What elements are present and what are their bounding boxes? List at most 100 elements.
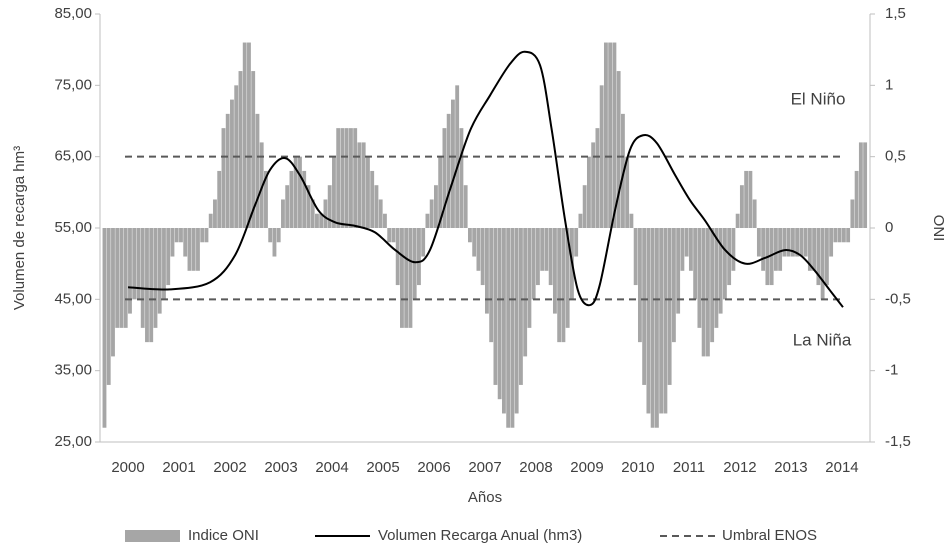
- x-tick-label: 2007: [468, 459, 501, 476]
- bar: [540, 228, 545, 271]
- bar: [586, 156, 591, 228]
- bar: [412, 228, 417, 300]
- bar: [748, 170, 753, 228]
- bar: [506, 228, 511, 428]
- bar: [833, 228, 838, 243]
- bar: [837, 228, 842, 243]
- bar: [378, 199, 383, 228]
- bar: [561, 228, 566, 343]
- bar: [697, 228, 702, 328]
- bar: [773, 228, 778, 271]
- bar: [790, 228, 795, 257]
- bar: [858, 142, 863, 228]
- y-tick-label: 65,00: [54, 148, 92, 165]
- bar: [349, 128, 353, 228]
- y-tick-label: 45,00: [54, 290, 92, 307]
- bar: [718, 228, 723, 314]
- bar: [722, 228, 727, 300]
- x-tick-label: 2009: [570, 459, 603, 476]
- x-tick-label: 2011: [673, 459, 705, 476]
- x-tick-label: 2014: [825, 459, 858, 476]
- x-tick-label: 2000: [111, 459, 144, 476]
- bar: [782, 228, 787, 257]
- bar: [778, 228, 783, 271]
- bar: [221, 128, 226, 228]
- bar: [667, 228, 672, 385]
- bar: [705, 228, 710, 357]
- x-tick-label: 2012: [723, 459, 756, 476]
- bar: [425, 213, 430, 228]
- x-tick-label: 2002: [213, 459, 246, 476]
- bar: [599, 85, 604, 228]
- bar: [578, 213, 583, 228]
- bar: [213, 199, 217, 228]
- bar: [281, 199, 285, 228]
- bar: [854, 170, 859, 228]
- bar: [179, 228, 183, 243]
- y-tick-label: 35,00: [54, 362, 92, 379]
- bar: [111, 228, 115, 357]
- bar: [485, 228, 489, 314]
- bar: [208, 213, 213, 228]
- y2-axis-label: ONI: [930, 215, 947, 242]
- bar: [357, 142, 362, 228]
- bar: [841, 228, 846, 243]
- y2-tick-label: 1: [885, 76, 893, 93]
- bar: [136, 228, 141, 300]
- bar: [187, 228, 192, 271]
- bar: [514, 228, 519, 414]
- bar: [217, 170, 222, 228]
- bar: [102, 228, 107, 428]
- bar: [123, 228, 128, 328]
- bar: [812, 228, 817, 271]
- bar: [204, 228, 209, 243]
- y2-tick-label: 1,5: [885, 5, 906, 22]
- bar: [671, 228, 676, 343]
- bar: [408, 228, 413, 328]
- bar: [633, 228, 638, 286]
- y-tick-label: 75,00: [54, 76, 92, 93]
- bar: [353, 128, 358, 228]
- bar: [650, 228, 655, 428]
- bar: [510, 228, 515, 428]
- bar: [548, 228, 553, 286]
- x-tick-label: 2010: [621, 459, 654, 476]
- x-tick-label: 2005: [366, 459, 399, 476]
- bar: [132, 228, 137, 300]
- bar: [799, 228, 804, 257]
- bar: [370, 170, 375, 228]
- bar: [710, 228, 715, 343]
- bar: [289, 170, 294, 228]
- bar: [582, 185, 587, 228]
- bar: [395, 228, 400, 286]
- bar: [731, 228, 736, 271]
- bar: [739, 185, 744, 228]
- annotation: El Niño: [791, 89, 846, 108]
- bar: [863, 142, 868, 228]
- bar: [174, 228, 179, 243]
- bar: [735, 213, 740, 228]
- bar: [468, 228, 472, 243]
- bar: [659, 228, 664, 414]
- legend-label: Volumen Recarga Anual (hm3): [378, 527, 582, 544]
- bar: [323, 199, 328, 228]
- bar: [451, 99, 455, 228]
- bar: [680, 228, 685, 271]
- bar: [786, 228, 791, 257]
- bar: [310, 199, 315, 228]
- bar: [429, 199, 434, 228]
- bar: [259, 142, 264, 228]
- y-tick-label: 25,00: [54, 433, 92, 450]
- bar: [327, 185, 332, 228]
- bar: [603, 42, 608, 229]
- bar: [807, 228, 812, 271]
- bar: [434, 185, 438, 228]
- bar: [616, 71, 621, 228]
- bar: [230, 99, 234, 228]
- bar: [293, 156, 298, 228]
- bar: [523, 228, 528, 357]
- bar: [404, 228, 409, 328]
- bar: [820, 228, 825, 300]
- bar: [803, 228, 808, 257]
